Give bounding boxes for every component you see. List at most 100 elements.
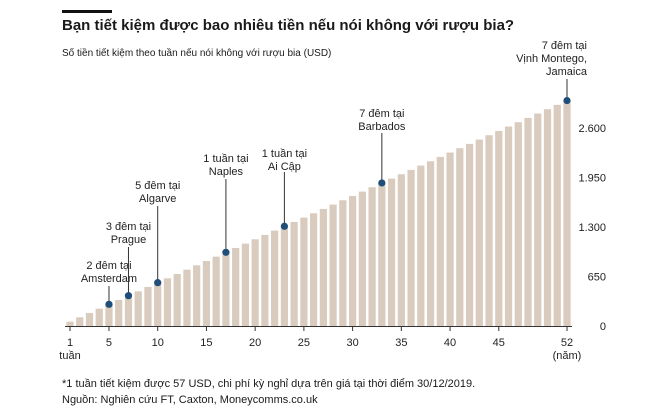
bar-week-31 (358, 191, 366, 326)
bar-week-21 (261, 234, 269, 326)
y-tick-label-1300: 1.300 (578, 222, 606, 234)
annotation-marker-week-10 (154, 279, 162, 287)
bar-week-46 (504, 126, 513, 327)
bar-week-45 (495, 130, 503, 326)
footnote: *1 tuần tiết kiệm được 57 USD, chi phí k… (62, 378, 476, 390)
bar-week-43 (475, 139, 483, 326)
bar-week-42 (465, 143, 474, 326)
annotation-label-week-10-line-1: 5 đêm tại (135, 180, 180, 192)
annotation-label-week-23-line-1: 1 tuần tại (262, 148, 307, 160)
bar-week-8 (134, 291, 142, 326)
y-tick-label-650: 650 (588, 272, 606, 284)
bar-week-49 (534, 113, 542, 326)
bar-week-11 (163, 278, 172, 326)
bar-week-7 (124, 295, 133, 326)
bar-week-37 (417, 165, 425, 326)
chart-title: Bạn tiết kiệm được bao nhiêu tiền nếu nó… (62, 17, 515, 34)
annotation-label-week-17-line-2: Naples (209, 166, 244, 178)
annotation-marker-week-23 (280, 222, 288, 230)
bar-week-25 (300, 217, 308, 326)
bar-week-23 (280, 226, 288, 326)
y-tick-label-0: 0 (600, 321, 606, 333)
bar-week-1 (66, 321, 74, 326)
annotation-label-week-33-line-1: 7 đêm tại (359, 108, 404, 120)
bar-week-52 (563, 100, 571, 326)
x-tick-label-52: 52 (561, 337, 573, 349)
bar-week-30 (349, 195, 357, 326)
annotation-label-week-17-line-1: 1 tuần tại (203, 153, 248, 165)
bar-week-15 (202, 260, 211, 326)
bar-week-51 (553, 104, 561, 326)
annotation-marker-week-7 (124, 292, 133, 300)
x-tick-label-25: 25 (298, 337, 310, 349)
annotation-marker-week-5 (105, 300, 113, 308)
bar-week-26 (310, 213, 318, 326)
annotation-label-week-10-line-2: Algarve (139, 193, 176, 205)
x-label-first: tuần (59, 350, 80, 362)
annotation-label-week-23-line-2: Ai Cập (268, 161, 301, 173)
bar-week-19 (241, 243, 250, 326)
annotation-label-week-52-line-2: Vịnh Montego, (516, 53, 587, 65)
annotation-marker-week-33 (378, 179, 386, 187)
bar-week-14 (193, 265, 201, 326)
bar-week-36 (407, 169, 415, 326)
bar-week-44 (485, 135, 493, 326)
bar-week-4 (95, 308, 103, 326)
bar-week-34 (387, 178, 396, 326)
annotation-label-week-33-line-2: Barbados (358, 121, 406, 133)
annotation-label-week-52-line-3: Jamaica (546, 66, 588, 78)
bar-week-22 (271, 230, 279, 326)
bars-group (66, 100, 571, 327)
bar-week-3 (85, 312, 94, 326)
bar-week-40 (446, 152, 454, 326)
bar-week-41 (456, 148, 464, 326)
bar-week-50 (543, 109, 552, 327)
bar-week-27 (319, 208, 327, 326)
annotation-marker-week-52 (563, 96, 571, 105)
chart-subtitle: Số tiền tiết kiệm theo tuần nếu nói khôn… (62, 48, 332, 59)
x-tick-label-30: 30 (346, 337, 358, 349)
y-tick-label-1950: 1.950 (578, 173, 606, 185)
bar-week-24 (290, 221, 298, 326)
bar-week-29 (339, 200, 347, 326)
bar-week-2 (76, 317, 84, 326)
bar-week-38 (426, 161, 435, 326)
annotation-label-week-5-line-2: Amsterdam (81, 273, 137, 285)
bar-week-12 (173, 273, 181, 326)
bar-week-5 (105, 304, 113, 326)
source-note: Nguồn: Nghiên cứu FT, Caxton, Moneycomms… (62, 394, 318, 406)
x-tick-label-1: 1 (67, 337, 73, 349)
x-tick-label-45: 45 (493, 337, 505, 349)
annotation-label-week-7-line-1: 3 đêm tại (106, 221, 151, 233)
bar-week-20 (251, 239, 259, 326)
x-tick-label-10: 10 (152, 337, 164, 349)
annotation-label-week-52-line-1: 7 đêm tại (542, 40, 587, 52)
bar-week-47 (514, 122, 522, 326)
bar-week-13 (183, 269, 191, 326)
title-accent-bar (62, 10, 112, 13)
x-tick-label-15: 15 (200, 337, 212, 349)
bar-week-35 (397, 174, 405, 326)
bar-week-48 (524, 117, 532, 327)
x-tick-label-5: 5 (106, 337, 112, 349)
y-axis: 0 650 1.300 1.950 2.600 (578, 123, 606, 333)
x-label-last: (năm) (553, 350, 582, 362)
bar-week-33 (378, 182, 386, 326)
bar-week-39 (436, 156, 444, 326)
bar-week-28 (329, 204, 337, 326)
y-tick-label-2600: 2.600 (578, 123, 606, 135)
x-tick-label-40: 40 (444, 337, 456, 349)
bar-week-6 (115, 299, 123, 326)
annotation-label-week-5-line-1: 2 đêm tại (86, 260, 131, 272)
bar-week-10 (154, 282, 162, 326)
bar-week-9 (144, 286, 152, 326)
bar-week-17 (222, 252, 230, 326)
x-tick-label-20: 20 (249, 337, 261, 349)
bar-week-16 (212, 256, 220, 326)
annotation-marker-week-17 (222, 248, 230, 256)
x-tick-label-35: 35 (395, 337, 407, 349)
bar-week-18 (232, 247, 240, 326)
